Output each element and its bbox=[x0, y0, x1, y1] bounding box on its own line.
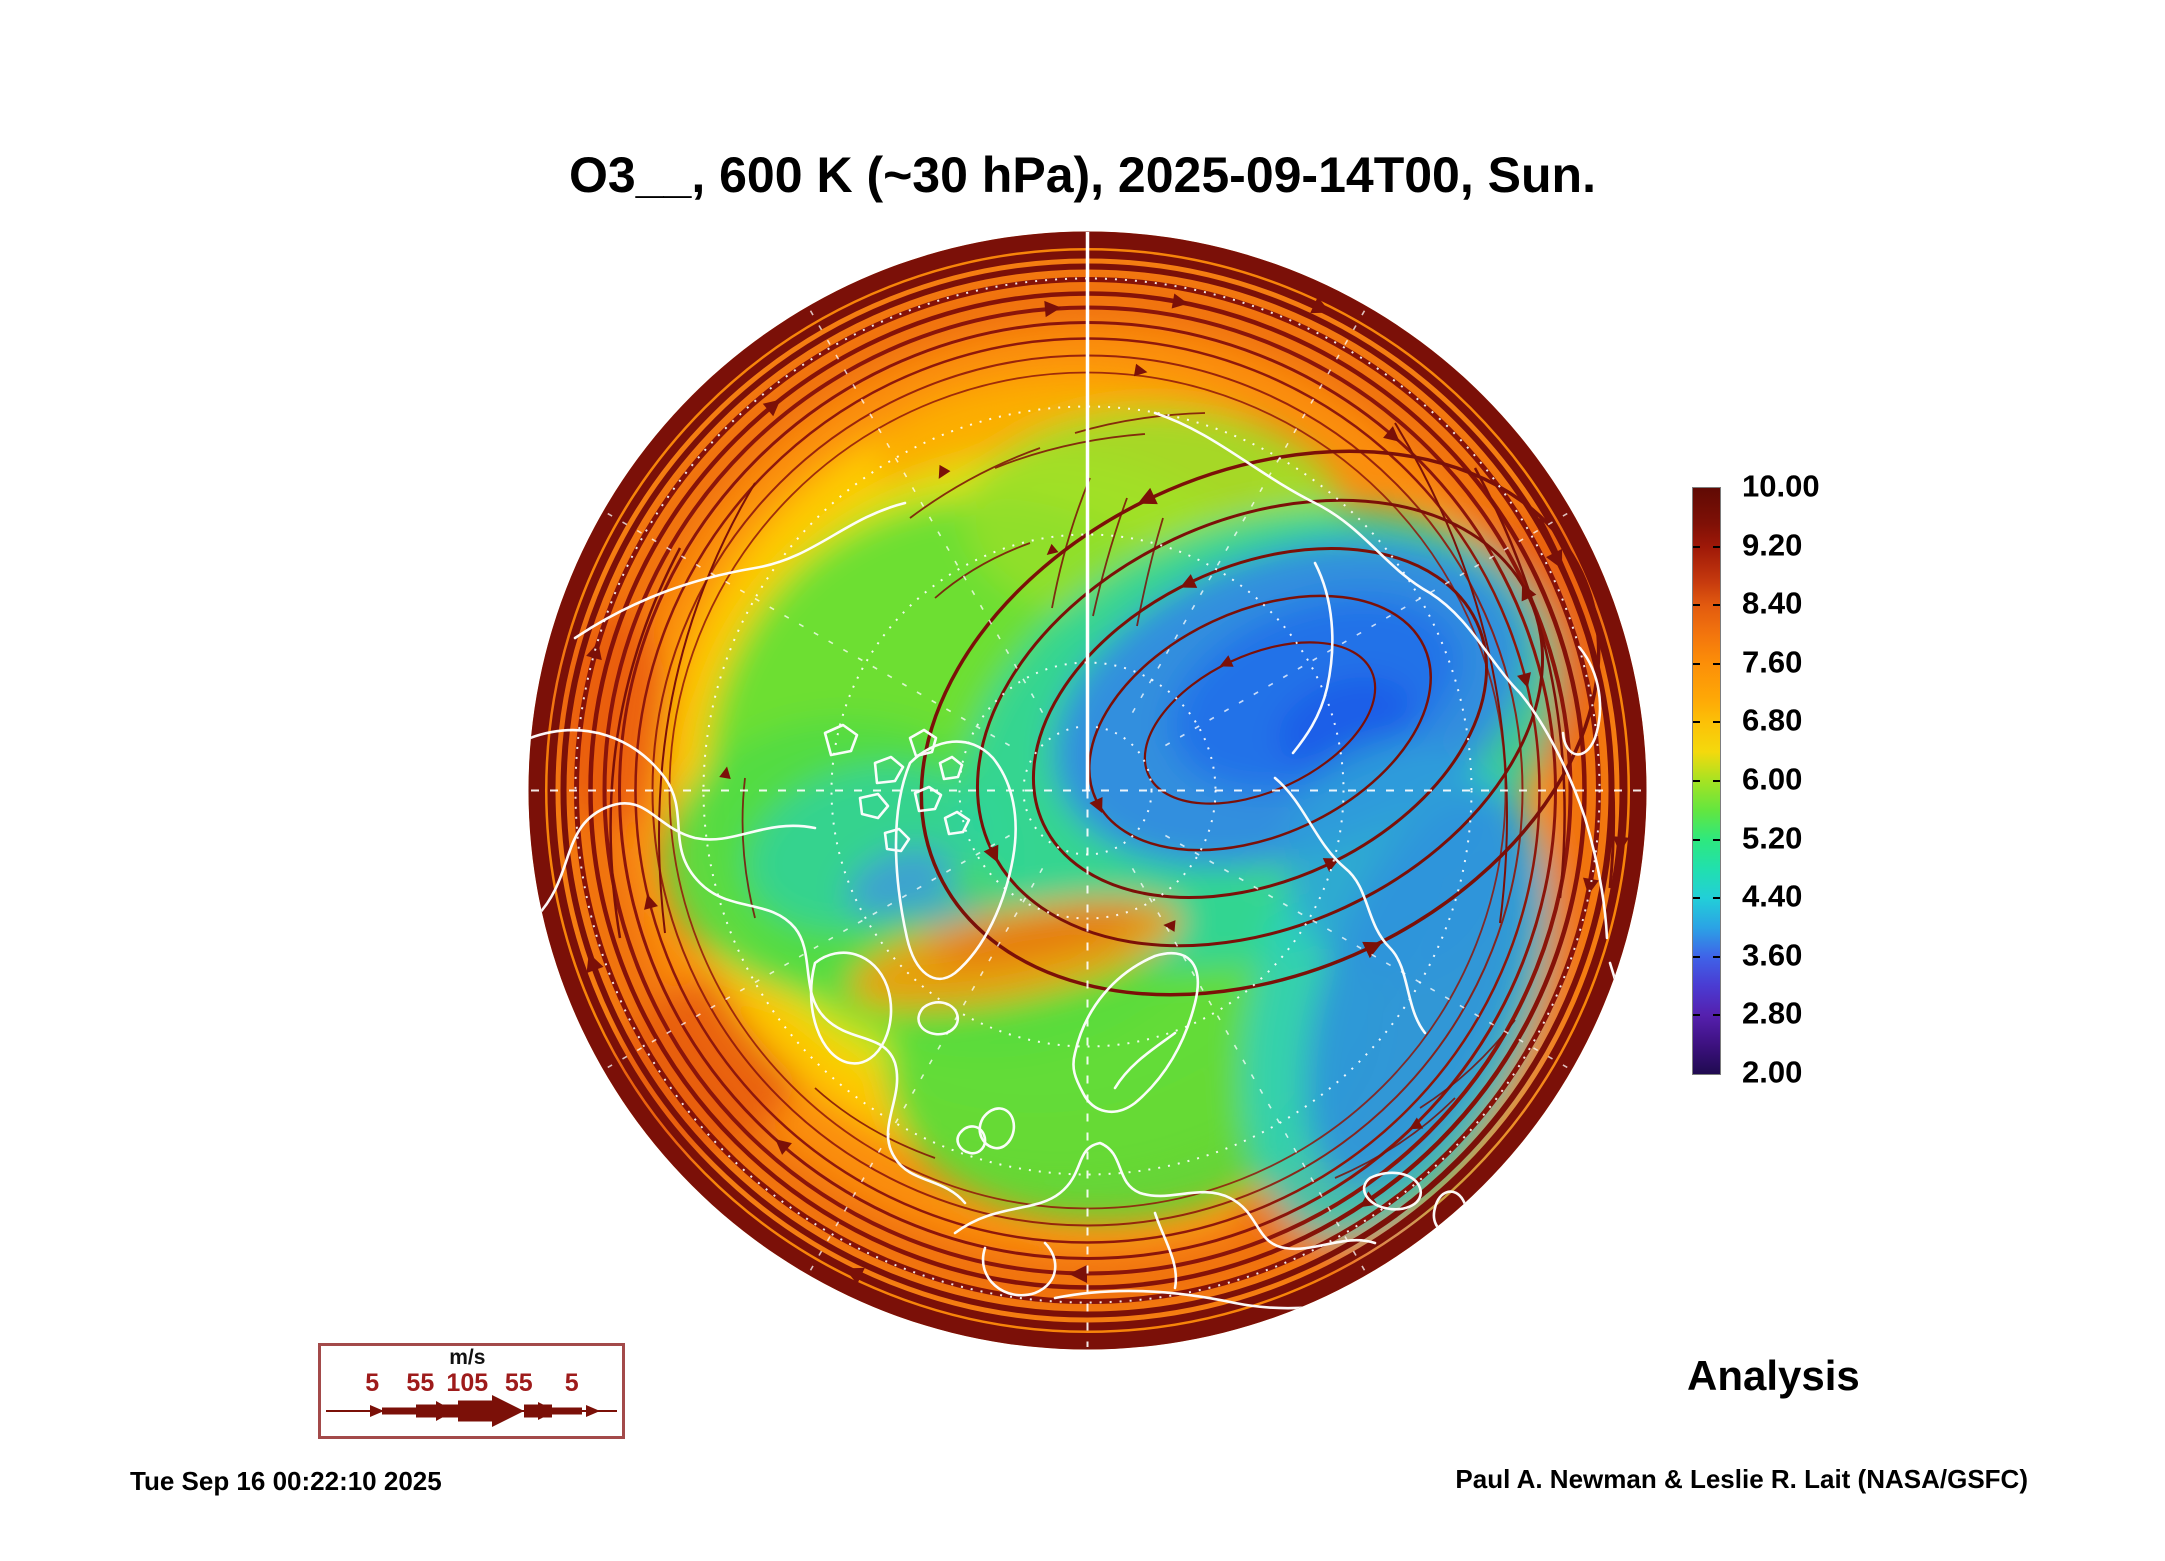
coastline-novaya-zemlya bbox=[1291, 561, 1334, 755]
colorbar-tick bbox=[1693, 955, 1700, 958]
colorbar-tick bbox=[1693, 721, 1700, 724]
coastline-iberia bbox=[981, 1241, 1057, 1297]
coastline-hudson-bay bbox=[809, 951, 893, 1065]
coastline-north-america bbox=[528, 728, 967, 1205]
colorbar-tick bbox=[1713, 545, 1720, 548]
coastline-alaska-north bbox=[573, 501, 907, 640]
coastline-black-sea bbox=[1362, 1171, 1423, 1211]
colorbar-tick bbox=[1713, 604, 1720, 607]
coastline-japan bbox=[1575, 1071, 1590, 1113]
creation-timestamp: Tue Sep 16 00:22:10 2025 bbox=[130, 1466, 442, 1496]
wind-speed-value: 55 bbox=[406, 1369, 435, 1397]
colorbar-tick-label: 8.40 bbox=[1742, 585, 1803, 621]
colorbar-tick-label: 2.80 bbox=[1742, 995, 1803, 1031]
coastline-europe bbox=[953, 1141, 1377, 1251]
colorbar bbox=[1692, 487, 1721, 1075]
colorbar-tick bbox=[1693, 662, 1700, 665]
coastline-baltic bbox=[1113, 1031, 1177, 1090]
colorbar-tick-label: 5.20 bbox=[1742, 819, 1803, 855]
wind-speed-value: 55 bbox=[504, 1369, 533, 1397]
streamline-arrows bbox=[586, 293, 1630, 1285]
wind-units-label: m/s bbox=[449, 1346, 486, 1369]
colorbar-tick-label: 6.80 bbox=[1742, 702, 1803, 738]
colorbar-tick-label: 9.20 bbox=[1742, 526, 1803, 562]
colorbar-tick bbox=[1713, 662, 1720, 665]
graticule bbox=[531, 232, 1644, 1347]
colorbar-tick bbox=[1693, 545, 1700, 548]
polar-map-disk bbox=[528, 231, 1647, 1350]
colorbar-tick-label: 3.60 bbox=[1742, 937, 1803, 973]
ozone-map bbox=[515, 218, 1660, 1363]
colorbar-tick bbox=[1713, 721, 1720, 724]
colorbar-tick bbox=[1713, 955, 1720, 958]
coastline-scandinavia bbox=[1072, 951, 1200, 1113]
wind-speed-value: 5 bbox=[564, 1369, 579, 1397]
colorbar-tick bbox=[1693, 604, 1700, 607]
colorbar-tick bbox=[1693, 780, 1700, 782]
coastline-greenland bbox=[894, 740, 1017, 980]
colorbar-tick-label: 10.00 bbox=[1742, 468, 1820, 504]
colorbar-tick-label: 6.00 bbox=[1742, 761, 1803, 797]
plot-title: O3__, 600 K (~30 hPa), 2025-09-14T00, Su… bbox=[569, 147, 1596, 203]
colorbar-tick-label: 2.00 bbox=[1742, 1054, 1803, 1090]
wind-barb-glyph bbox=[326, 1395, 617, 1427]
coastline-italy bbox=[1153, 1211, 1178, 1290]
colorbar-tick-label: 7.60 bbox=[1742, 644, 1803, 680]
colorbar-tick bbox=[1713, 1014, 1720, 1017]
wind-speed-legend: m/s 5 55 105 55 5 bbox=[318, 1343, 625, 1439]
colorbar-tick bbox=[1713, 897, 1720, 900]
analysis-label: Analysis bbox=[1687, 1352, 1860, 1399]
coastline-kamchatka bbox=[1561, 646, 1602, 756]
wind-speed-value: 5 bbox=[365, 1369, 380, 1397]
colorbar-tick bbox=[1693, 838, 1700, 841]
colorbar-tick bbox=[1713, 838, 1720, 841]
coastline-ireland bbox=[956, 1125, 987, 1155]
credit-text: Paul A. Newman & Leslie R. Lait (NASA/GS… bbox=[1455, 1464, 2028, 1494]
colorbar-tick bbox=[1713, 780, 1720, 782]
colorbar-tick bbox=[1693, 1014, 1700, 1017]
coastline-britain bbox=[978, 1107, 1016, 1150]
colorbar-tick bbox=[1693, 897, 1700, 900]
coastline-russia-arctic bbox=[1273, 776, 1427, 1035]
coastline-siberia bbox=[1153, 411, 1609, 940]
wind-speed-value: 105 bbox=[446, 1369, 489, 1397]
coastline-iceland bbox=[917, 1001, 960, 1036]
colorbar-labels: 10.00 9.20 8.40 7.60 6.80 6.00 5.20 4.40 3.60 2.8… bbox=[1742, 468, 1892, 1089]
colorbar-tick-label: 4.40 bbox=[1742, 878, 1803, 914]
